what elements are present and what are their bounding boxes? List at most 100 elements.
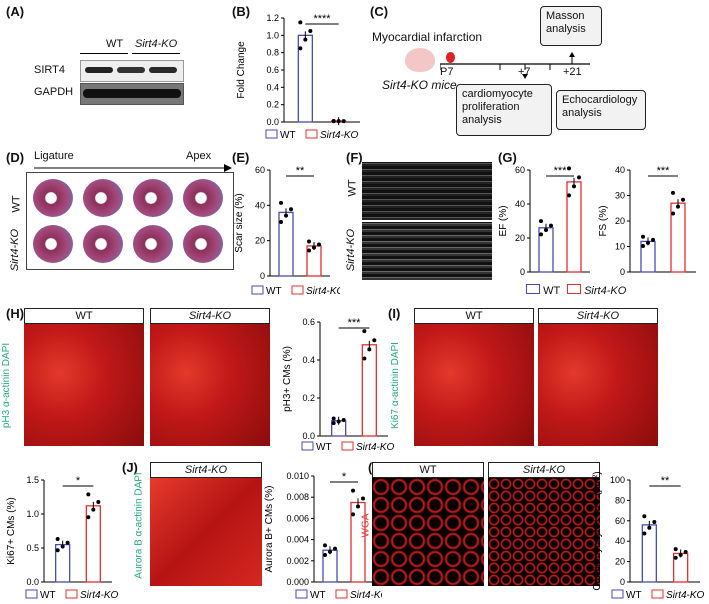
panel-a-label: (A): [6, 4, 25, 19]
data-point: [652, 520, 657, 525]
data-point: [356, 504, 360, 509]
masson-ligature: Ligature: [34, 150, 74, 162]
legend-wt-swatch: [265, 129, 278, 139]
data-point: [331, 119, 336, 124]
chart-b: 0.0 0.2 0.4 0.6 0.8 1.0 1.2 Fold Change **** WT Si…: [236, 13, 360, 141]
masson-ko-label: Sirt4-KO: [9, 228, 22, 272]
data-point: [279, 219, 283, 224]
data-point: [572, 184, 576, 189]
data-point: [642, 531, 647, 536]
masson-section: [83, 179, 123, 217]
data-point: [651, 237, 655, 242]
data-point: [328, 549, 332, 554]
strawberry-icon: [446, 52, 455, 63]
y-axis-label: pH3+ CMs (%): [282, 346, 293, 412]
j-ko-label: Sirt4-KO: [150, 462, 262, 478]
data-point: [86, 515, 91, 520]
data-point: [307, 239, 311, 244]
legend-g-wt: WT: [543, 285, 560, 297]
legend-wt: WT: [310, 590, 326, 601]
h-ko-label: Sirt4-KO: [150, 308, 270, 324]
data-point: [86, 492, 91, 497]
legend-wt: WT: [626, 590, 642, 601]
y-axis-label: Ki67+ CMs (%): [6, 497, 17, 565]
h-ko-image: [150, 324, 270, 446]
data-point: [683, 550, 688, 555]
data-point: [544, 228, 548, 233]
mouse-icon: [405, 48, 435, 72]
y-tick-label: 40: [615, 536, 625, 546]
legend-wt-swatch: [25, 589, 38, 599]
h-wt-label: WT: [24, 308, 144, 324]
y-axis-label: Cardiomyocytes size (µm²): [592, 471, 603, 590]
y-tick-label: 60: [255, 165, 265, 175]
masson-section: [33, 179, 73, 217]
data-point: [289, 207, 293, 212]
wb-gapdh-blot: [80, 83, 184, 105]
y-tick-label: 10: [615, 242, 625, 252]
wb-sirt4-label: SIRT4: [34, 64, 65, 76]
sig-label: **: [661, 475, 670, 487]
j-side-label: Aurora B α-actinin DAPI: [133, 472, 145, 579]
data-point: [312, 245, 316, 250]
y-axis-label: Aurora B+ CMs (%): [264, 486, 275, 573]
masson-section: [183, 179, 223, 217]
legend-ko-swatch: [651, 589, 664, 599]
data-point: [567, 166, 571, 171]
sig-label: *: [342, 471, 347, 483]
panel-g-label: (G): [498, 150, 517, 165]
k-wt-label: WT: [372, 462, 484, 478]
legend-ko: Sirt4-KO: [320, 130, 359, 141]
data-point: [362, 329, 367, 334]
data-point: [341, 418, 346, 423]
data-point: [676, 204, 680, 209]
legend-wt-swatch: [251, 285, 264, 295]
legend-ko: Sirt4-KO: [356, 442, 395, 453]
chart-h: 0.0 0.2 0.4 0.6 pH3+ CMs (%) *** WT Sirt4-KO: [282, 317, 395, 453]
sig-label: *: [76, 475, 81, 487]
panel-f-label: (F): [346, 150, 363, 165]
data-point: [673, 547, 678, 552]
legend-ko: Sirt4-KO: [306, 286, 340, 297]
masson-section: [133, 179, 173, 217]
y-axis-label: FS (%): [598, 205, 609, 236]
y-tick-label: 20: [515, 233, 525, 243]
data-point: [284, 213, 288, 218]
sig-label: ****: [313, 13, 331, 25]
y-axis-label: EF (%): [498, 205, 509, 236]
y-tick-label: 1.0: [26, 509, 39, 519]
k-ko-image: [488, 478, 600, 586]
data-point: [279, 200, 283, 205]
masson-section: [83, 225, 123, 263]
y-tick-label: 0: [620, 267, 625, 277]
data-point: [336, 119, 341, 124]
panel-j-label: (J): [122, 460, 138, 475]
legend-ko-swatch: [341, 441, 354, 451]
data-point: [549, 223, 553, 228]
y-tick-label: 0: [520, 267, 525, 277]
legend-ko-swatch: [305, 129, 318, 139]
h-side-label: pH3 α-actinin DAPI: [1, 342, 13, 429]
i-wt-image: [414, 324, 534, 446]
data-point: [671, 190, 675, 195]
timeline-plus21: +21: [563, 66, 582, 78]
masson-arrow: [34, 164, 232, 172]
y-axis-label: Fold Change: [236, 41, 247, 99]
y-tick-label: 1.5: [26, 475, 39, 485]
echo-ko-label: Sirt4-KO: [345, 228, 358, 272]
timeline-axis: [440, 52, 590, 79]
data-point: [362, 356, 367, 361]
sig-label: ***: [348, 317, 362, 329]
y-tick-label: 100: [610, 475, 625, 485]
data-point: [307, 248, 311, 253]
legend-ko-swatch: [65, 589, 78, 599]
data-point: [336, 419, 341, 424]
data-point: [367, 347, 372, 352]
chart-j: 0.000 0.002 0.004 0.006 0.008 0.010 Aurora B+ …: [264, 471, 382, 601]
y-tick-label: 0.010: [286, 471, 309, 481]
data-point: [308, 29, 313, 33]
data-point: [351, 488, 355, 493]
panel-b-label: (B): [232, 4, 251, 19]
sig-label: **: [296, 165, 305, 177]
y-tick-label: 1.2: [266, 13, 279, 23]
